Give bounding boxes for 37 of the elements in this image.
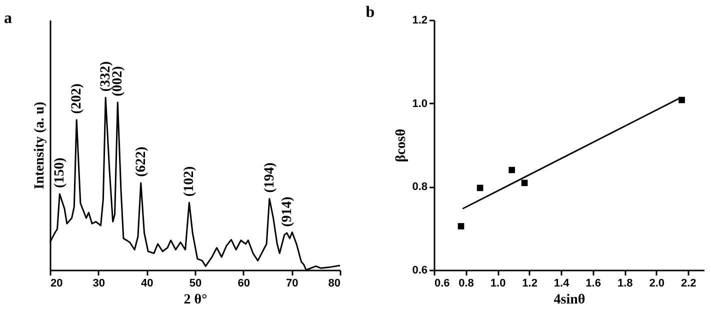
x-tick-label: 1.2 bbox=[522, 278, 538, 290]
x-tick-label: 70 bbox=[286, 278, 298, 290]
point bbox=[678, 96, 685, 104]
chart-title: a bbox=[4, 10, 12, 27]
point bbox=[476, 184, 484, 192]
x-tick-label: 0.8 bbox=[458, 278, 474, 290]
x-tick-label: 1.0 bbox=[490, 278, 506, 290]
x-tick-label: 2.2 bbox=[680, 278, 696, 290]
point bbox=[508, 166, 515, 174]
x-tick-label: 2.0 bbox=[649, 278, 664, 290]
chart-title: b bbox=[366, 4, 375, 21]
x-tick-label: 40 bbox=[141, 278, 154, 290]
x-tick-label: 1.4 bbox=[554, 278, 570, 290]
y-axis-title: βcosθ bbox=[394, 128, 410, 162]
x-tick-label: 20 bbox=[50, 278, 63, 290]
x-tick-label: 80 bbox=[328, 278, 340, 290]
x-tick-label: 30 bbox=[92, 278, 105, 290]
annotation: (102) bbox=[182, 166, 198, 197]
annotation: (150) bbox=[52, 157, 68, 188]
y-tick-label: 1.2 bbox=[412, 14, 428, 26]
x-axis-title: 4sinθ bbox=[554, 292, 586, 308]
annotation: (194) bbox=[262, 162, 278, 193]
y-axis-title: Intensity (a. u) bbox=[32, 101, 48, 190]
x-tick-label: 60 bbox=[238, 278, 250, 290]
y-tick-label: 0.8 bbox=[412, 181, 428, 194]
annotation: (914) bbox=[280, 196, 295, 227]
x-tick-label: 1.6 bbox=[586, 278, 601, 290]
y-tick-label: 0.6 bbox=[412, 264, 428, 276]
x-tick-label: 50 bbox=[189, 278, 202, 290]
point bbox=[458, 223, 464, 230]
annotation: (202) bbox=[70, 83, 85, 114]
x-tick-label: 1.8 bbox=[617, 278, 633, 290]
point bbox=[521, 180, 528, 186]
x-tick-label: 0.6 bbox=[434, 278, 450, 290]
x-axis-title: 2 θ° bbox=[184, 292, 208, 308]
y-tick-label: 1.0 bbox=[412, 98, 428, 110]
annotation: (622) bbox=[134, 146, 149, 177]
